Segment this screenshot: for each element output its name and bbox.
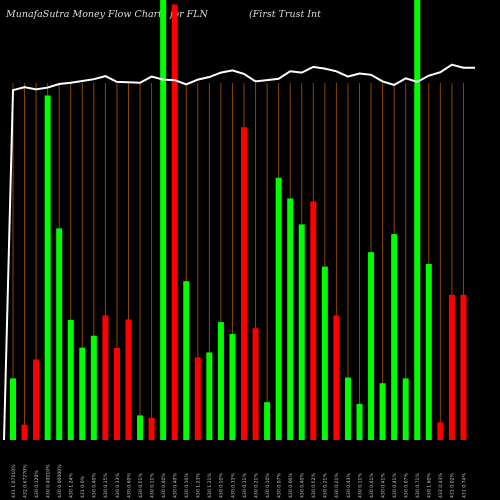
money-flow-bar [33,359,40,440]
x-tick-label: 431 0.0% [80,475,86,498]
x-tick-label: 430 0.10% [184,473,190,498]
x-tick-label: 430 0.71% [415,473,421,498]
x-tick-label: 430 0.52% [311,473,317,498]
x-tick-label: 431 1.07010% [11,464,17,498]
x-tick-label: 432 0.43% [438,473,444,498]
money-flow-bar [44,95,51,440]
money-flow-bar [90,335,97,440]
x-tick-label: 430 0.11% [149,473,155,498]
money-flow-bar [102,315,109,440]
x-tick-label: 430 0.21% [323,473,329,498]
money-flow-bar [287,198,294,440]
x-tick-label: 430 0.43% [346,473,352,498]
money-flow-bar [148,418,155,440]
x-tick-label: 430 0.33% [115,473,121,498]
x-tick-label: 430 0.41% [369,473,375,498]
money-flow-bar [437,422,444,440]
x-tick-label: 430 0.40010% [45,464,51,498]
x-tick-label: 430 0.21% [253,473,259,498]
money-flow-bar [10,378,16,440]
money-flow-bar [402,378,409,440]
x-tick-label: 430 0.41% [392,473,398,498]
money-flow-bar [21,424,28,440]
money-flow-bar [321,266,328,440]
money-flow-bar [356,403,363,440]
money-flow-bar [298,224,305,440]
money-flow-bar [414,0,421,440]
x-tick-label: 430 0.40% [92,473,98,498]
x-tick-label: 430 0.11% [242,473,248,498]
x-tick-label: 430 0.40% [161,473,167,498]
x-tick-label: 430 0.10% [219,473,225,498]
chart-subtitle: (First Trust Int [249,9,321,20]
money-flow-bar [460,294,467,440]
money-flow-bar [67,319,74,440]
money-flow-bar [79,347,86,440]
money-flow-bar [160,0,167,440]
money-flow-bar [310,201,317,440]
x-tick-label: 431 0.02% [450,473,456,498]
x-tick-label: 430 0.07% [404,473,410,498]
x-tick-label: 430 1.24% [69,473,75,498]
money-flow-bar [379,383,386,440]
money-flow-bar [183,281,190,440]
x-tick-label: 430 0.00000% [57,464,63,498]
money-flow-bar [252,328,259,440]
money-flow-bar [194,357,201,440]
money-flow-line [3,63,475,441]
x-tick-label: 430 0.15% [103,473,109,498]
money-flow-bar [425,264,432,440]
money-flow-bar [344,377,351,440]
x-tick-label: 430 0.07% [276,473,282,498]
x-tick-label: 430 0.33% [230,473,236,498]
money-flow-bar [113,348,120,440]
x-tick-label: 430 0.51% [138,473,144,498]
x-tick-label: 432 0.47270% [22,464,28,498]
x-tick-label: 430 0.21% [334,473,340,498]
x-tick-label: 430 1.23% [196,473,202,498]
x-tick-label: 430 0.10% [265,473,271,498]
money-flow-bar [368,252,375,440]
x-tick-label: 431 0.74% [461,473,467,498]
x-tick-label: 430 0.40% [300,473,306,498]
chart-title: MunafaSutra Money Flow Charts for FLN [6,9,208,20]
x-tick-label: 430 0.11% [357,473,363,498]
money-flow-bar [125,319,132,440]
money-flow-bar [217,322,224,440]
money-flow-bar [241,127,247,440]
money-flow-bar [56,228,63,440]
money-flow-bar [333,315,340,440]
x-tick-label: 430 0.120% [34,470,40,498]
money-flow-bar [206,352,213,440]
x-tick-label: 430 1.60% [427,473,433,498]
x-tick-label: 430 0.40% [173,473,179,498]
x-tick-label: 430 0.40% [126,473,132,498]
money-flow-bar [264,402,271,440]
x-tick-label: 430 0.41% [380,473,386,498]
money-flow-bar [171,4,178,441]
money-flow-bar [137,415,144,440]
money-flow-bar [448,294,455,440]
money-flow-bar [229,333,236,440]
x-tick-label: 430 1.21% [207,473,213,498]
chart-title-row: MunafaSutra Money Flow Charts for FLN (F… [0,9,500,25]
money-flow-bar [275,177,282,440]
money-flow-bar [391,234,398,440]
x-tick-label: 430 0.00% [288,473,294,498]
